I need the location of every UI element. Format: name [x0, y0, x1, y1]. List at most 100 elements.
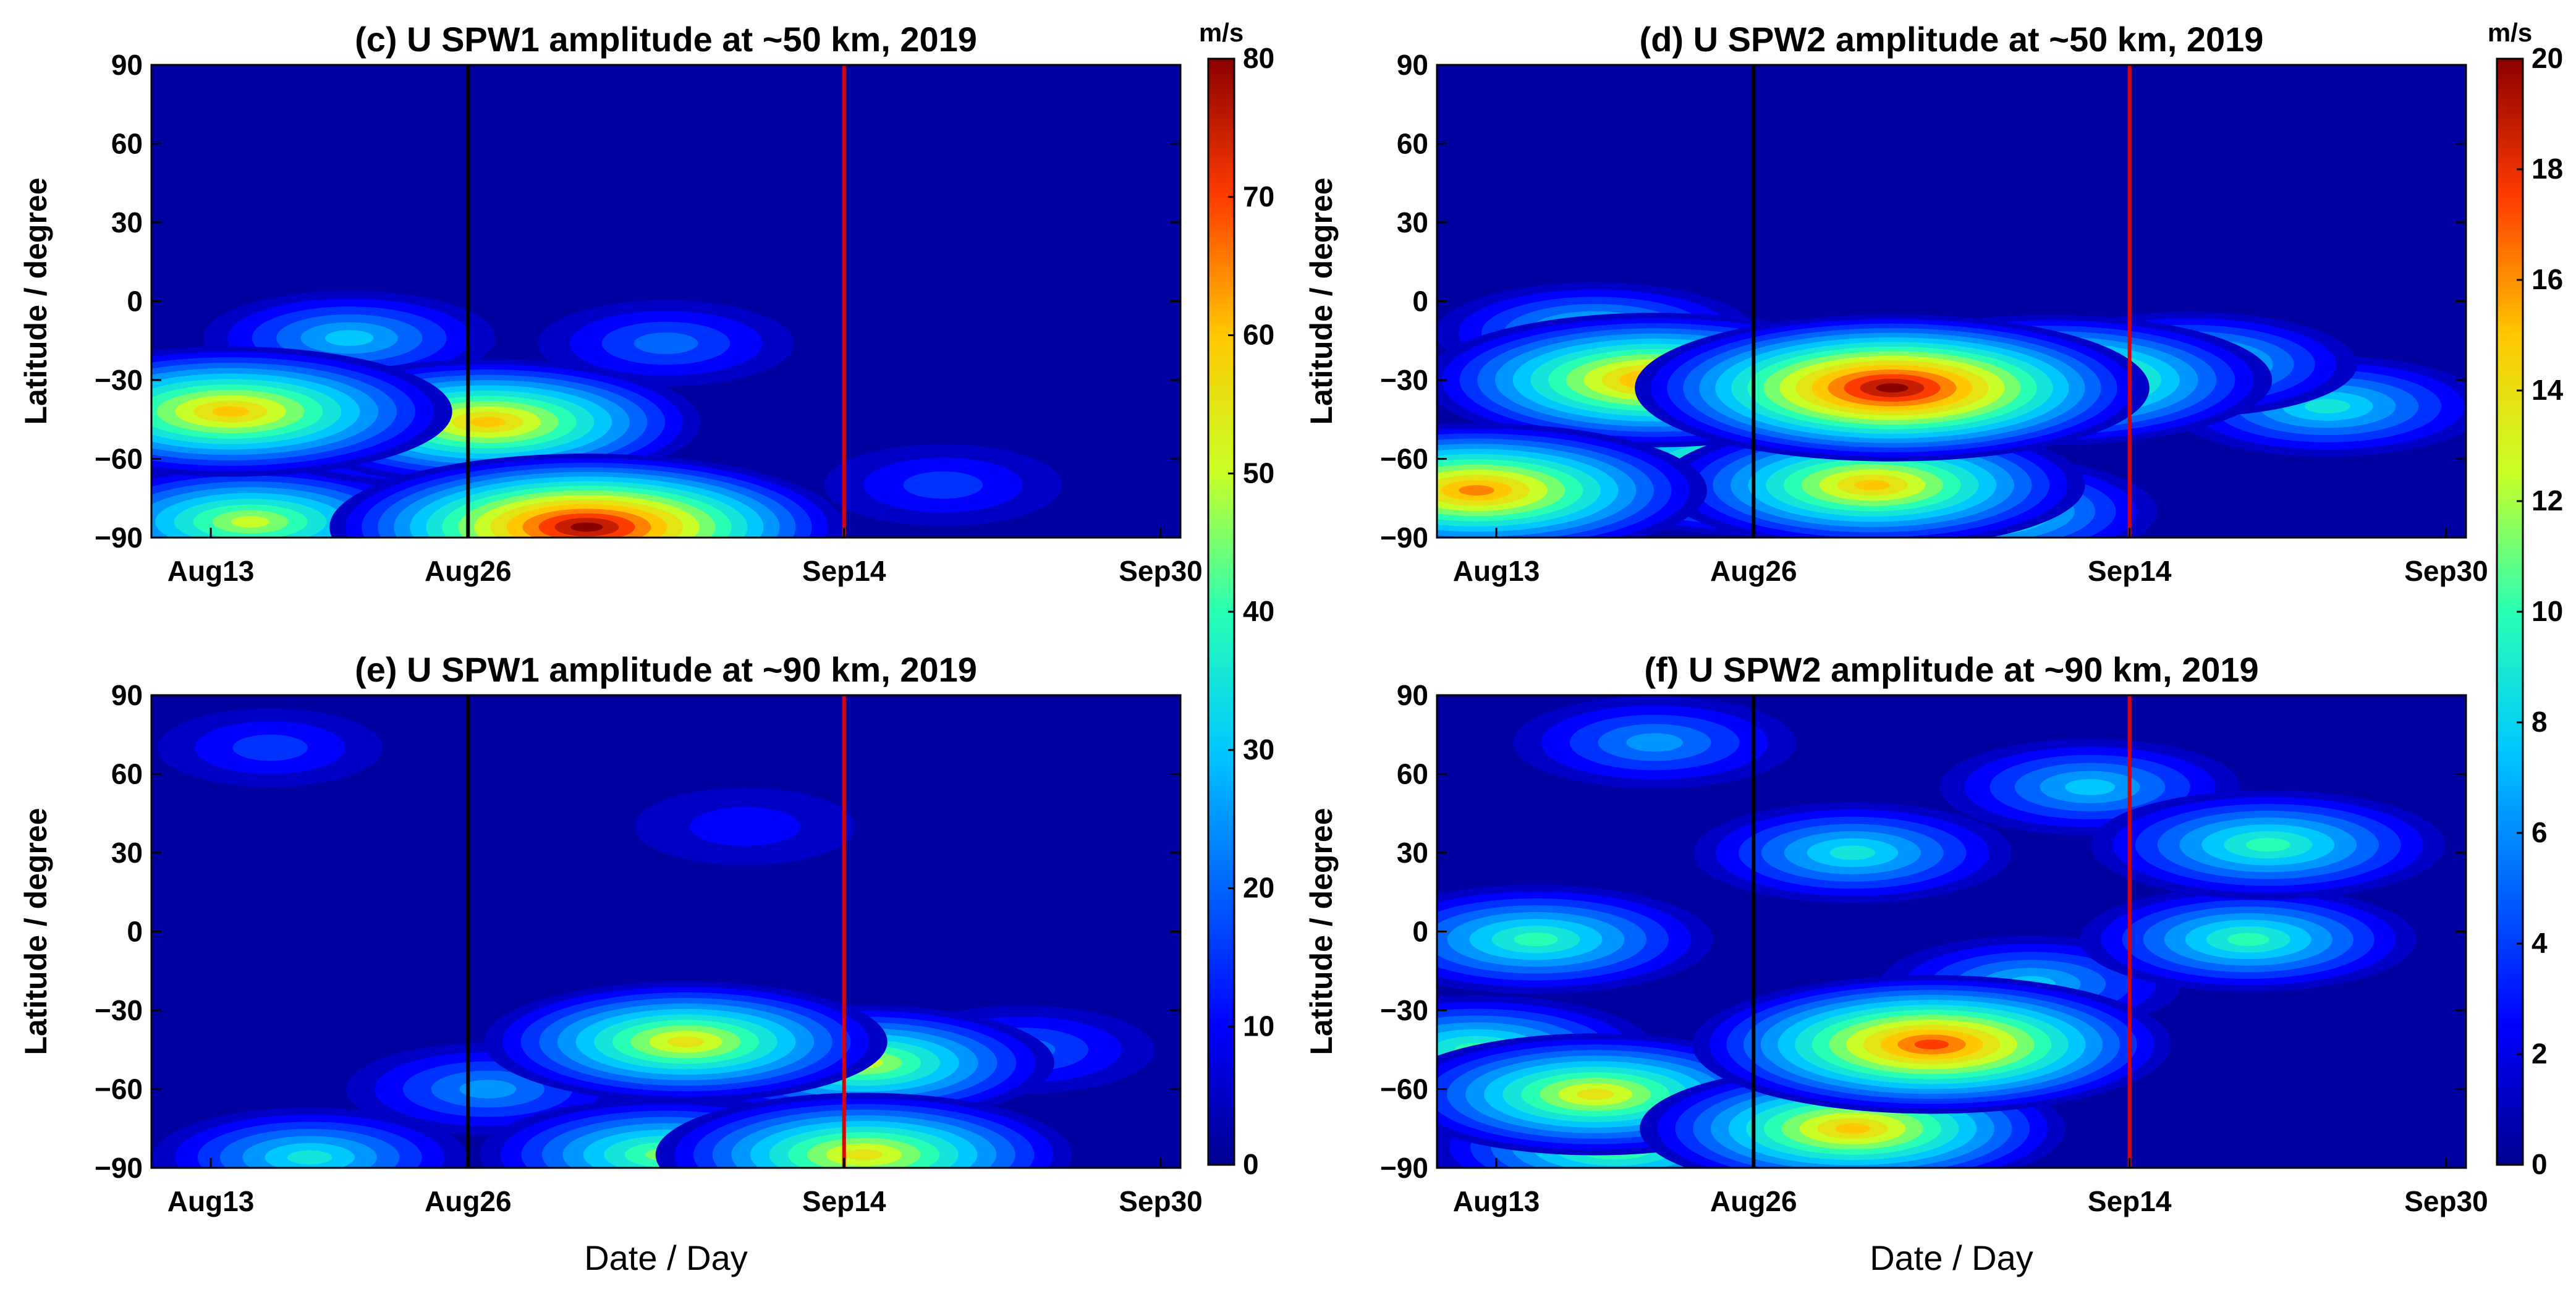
- x-tick-label: Aug13: [1453, 555, 1540, 587]
- colorbar: 0 10 20 30 40 50 60 70 80m/s: [1199, 18, 1274, 1180]
- colorbar-tick-label: 50: [1243, 457, 1274, 489]
- contour-region: [287, 1150, 333, 1165]
- colorbar-tick-label: 10: [1243, 1010, 1274, 1042]
- y-tick-label: 30: [111, 206, 143, 239]
- x-tick-label: Sep30: [2404, 1185, 2488, 1217]
- contour-region: [2245, 838, 2290, 852]
- colorbar-tick-label: 0: [2532, 1148, 2548, 1180]
- contour-region: [232, 734, 308, 761]
- y-tick-label: −90: [95, 1152, 143, 1184]
- colorbar-tick-label: 18: [2532, 153, 2563, 185]
- contour-region: [2305, 399, 2350, 414]
- colorbar-unit: m/s: [2488, 18, 2532, 47]
- contour-region: [633, 332, 698, 354]
- contour-region: [2227, 932, 2269, 946]
- y-tick-label: −60: [1380, 443, 1428, 475]
- x-tick-label: Sep14: [2088, 555, 2172, 587]
- colorbar-tick-label: 60: [1243, 319, 1274, 351]
- y-tick-label: 0: [127, 285, 143, 318]
- y-tick-label: 0: [127, 916, 143, 948]
- contour-region: [1914, 1039, 1949, 1050]
- contour-region: [570, 522, 603, 532]
- y-tick-label: −30: [95, 994, 143, 1026]
- y-tick-label: 60: [111, 758, 143, 790]
- y-axis-label: Latitude / degree: [1304, 808, 1339, 1055]
- colorbar-tick-label: 10: [2532, 595, 2563, 627]
- panel-title: (f) U SPW2 amplitude at ~90 km, 2019: [1644, 650, 2258, 689]
- y-tick-label: 0: [1412, 285, 1428, 318]
- x-tick-label: Sep14: [802, 555, 886, 587]
- contour-region: [2065, 779, 2116, 795]
- y-tick-label: −30: [1380, 994, 1428, 1026]
- y-tick-label: 90: [1397, 49, 1428, 81]
- contour-region: [1577, 1089, 1614, 1100]
- x-tick-label: Aug13: [1453, 1185, 1540, 1217]
- colorbar-tick-label: 20: [2532, 42, 2563, 74]
- y-tick-label: 60: [111, 128, 143, 160]
- contour-region: [324, 330, 374, 346]
- y-tick-label: 0: [1412, 916, 1428, 948]
- contour-region: [845, 1149, 883, 1160]
- panel-title: (e) U SPW1 amplitude at ~90 km, 2019: [355, 650, 977, 689]
- colorbar-tick-label: 12: [2532, 484, 2563, 517]
- contour-region: [1829, 845, 1876, 860]
- y-tick-label: −90: [1380, 522, 1428, 554]
- contour-region: [470, 416, 506, 428]
- contour-region: [667, 1036, 705, 1047]
- contour-region: [903, 471, 983, 499]
- y-tick-label: 30: [1397, 837, 1428, 869]
- x-tick-label: Sep30: [1119, 555, 1203, 587]
- contour-region: [459, 1080, 517, 1099]
- y-tick-label: −60: [1380, 1073, 1428, 1105]
- y-tick-label: −30: [95, 364, 143, 396]
- colorbar-tick-label: 80: [1243, 42, 1274, 74]
- colorbar-tick-label: 14: [2532, 374, 2564, 406]
- colorbar-tick-label: 70: [1243, 180, 1274, 213]
- y-tick-label: 30: [1397, 206, 1428, 239]
- colorbar-tick-label: 16: [2532, 263, 2563, 295]
- panel-title: (c) U SPW1 amplitude at ~50 km, 2019: [355, 20, 977, 59]
- colorbar-tick-label: 2: [2532, 1037, 2548, 1070]
- x-tick-label: Sep30: [1119, 1185, 1203, 1217]
- y-tick-label: −90: [1380, 1152, 1428, 1184]
- chart-panel: 90 60 30 0 −30 −60 −90 Aug13 Aug26 Sep14 Sep30 (c) …: [19, 20, 1203, 587]
- colorbar: 0 2 4 6 8 10 12 14 16 18 20m/s: [2488, 18, 2564, 1180]
- chart-panel: 90 60 30 0 −30 −60 −90 Aug13 Aug26 Sep14 Sep30 (f) …: [1304, 650, 2488, 1277]
- x-axis-label: Date / Day: [584, 1238, 748, 1277]
- x-tick-label: Sep14: [802, 1185, 886, 1217]
- y-axis-label: Latitude / degree: [19, 808, 53, 1055]
- x-tick-label: Sep30: [2404, 555, 2488, 587]
- contour-region: [690, 807, 800, 846]
- x-tick-label: Aug26: [425, 1185, 512, 1217]
- x-tick-label: Aug26: [425, 555, 512, 587]
- contour-region: [1459, 485, 1494, 496]
- x-tick-label: Sep14: [2088, 1185, 2172, 1217]
- x-axis-label: Date / Day: [1870, 1238, 2033, 1277]
- x-tick-label: Aug13: [167, 1185, 255, 1217]
- chart-panel: 90 60 30 0 −30 −60 −90 Aug13 Aug26 Sep14 Sep30 (d) …: [1304, 20, 2488, 587]
- y-tick-label: −30: [1380, 364, 1428, 396]
- y-tick-label: 90: [111, 679, 143, 711]
- y-tick-label: 60: [1397, 128, 1428, 160]
- chart-panel: 90 60 30 0 −30 −60 −90 Aug13 Aug26 Sep14 Sep30 (e) …: [19, 650, 1203, 1277]
- contour-region: [1834, 1123, 1871, 1134]
- colorbar-tick-label: 6: [2532, 816, 2548, 848]
- panel-title: (d) U SPW2 amplitude at ~50 km, 2019: [1640, 20, 2264, 59]
- contour-region: [1514, 932, 1558, 947]
- colorbar-tick-label: 20: [1243, 872, 1274, 904]
- y-tick-label: 30: [111, 837, 143, 869]
- contour-region: [1854, 480, 1891, 491]
- y-axis-label: Latitude / degree: [1304, 177, 1339, 425]
- colorbar-unit: m/s: [1199, 18, 1244, 47]
- y-tick-label: −60: [95, 1073, 143, 1105]
- contour-region: [1876, 383, 1909, 393]
- contour-region: [1626, 733, 1683, 752]
- y-tick-label: 60: [1397, 758, 1428, 790]
- contour-region: [231, 516, 269, 528]
- colorbar-tick-label: 4: [2532, 927, 2548, 959]
- colorbar-tick-label: 0: [1243, 1148, 1259, 1180]
- x-tick-label: Aug26: [1710, 555, 1797, 587]
- colorbar-tick-label: 30: [1243, 733, 1274, 766]
- colorbar-tick-label: 8: [2532, 706, 2548, 738]
